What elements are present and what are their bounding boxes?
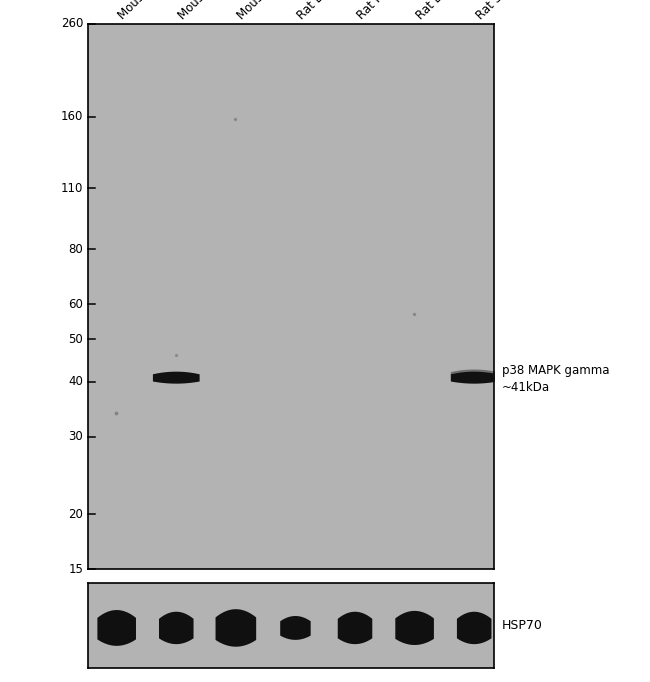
Text: Rat Brain: Rat Brain: [414, 0, 462, 22]
Text: 15: 15: [68, 563, 83, 576]
Text: 20: 20: [68, 508, 83, 521]
Text: Mouse Liver: Mouse Liver: [176, 0, 235, 22]
Text: 60: 60: [68, 298, 83, 311]
Text: p38 MAPK gamma: p38 MAPK gamma: [502, 364, 609, 377]
Text: 160: 160: [61, 110, 83, 123]
Text: HSP70: HSP70: [502, 619, 543, 632]
Text: 110: 110: [61, 182, 83, 195]
Text: ~41kDa: ~41kDa: [502, 381, 550, 394]
Text: 40: 40: [68, 375, 83, 388]
Text: Mouse Thymus: Mouse Thymus: [116, 0, 188, 22]
Text: Rat Kidney: Rat Kidney: [354, 0, 409, 22]
Text: Mouse Skeletal Muscle: Mouse Skeletal Muscle: [235, 0, 339, 22]
Text: 30: 30: [68, 430, 83, 443]
Text: 80: 80: [68, 243, 83, 256]
Text: Rat Liver: Rat Liver: [295, 0, 341, 22]
Text: 260: 260: [61, 17, 83, 31]
Text: 50: 50: [68, 333, 83, 346]
Text: Rat Skeletal Muscle: Rat Skeletal Muscle: [474, 0, 564, 22]
